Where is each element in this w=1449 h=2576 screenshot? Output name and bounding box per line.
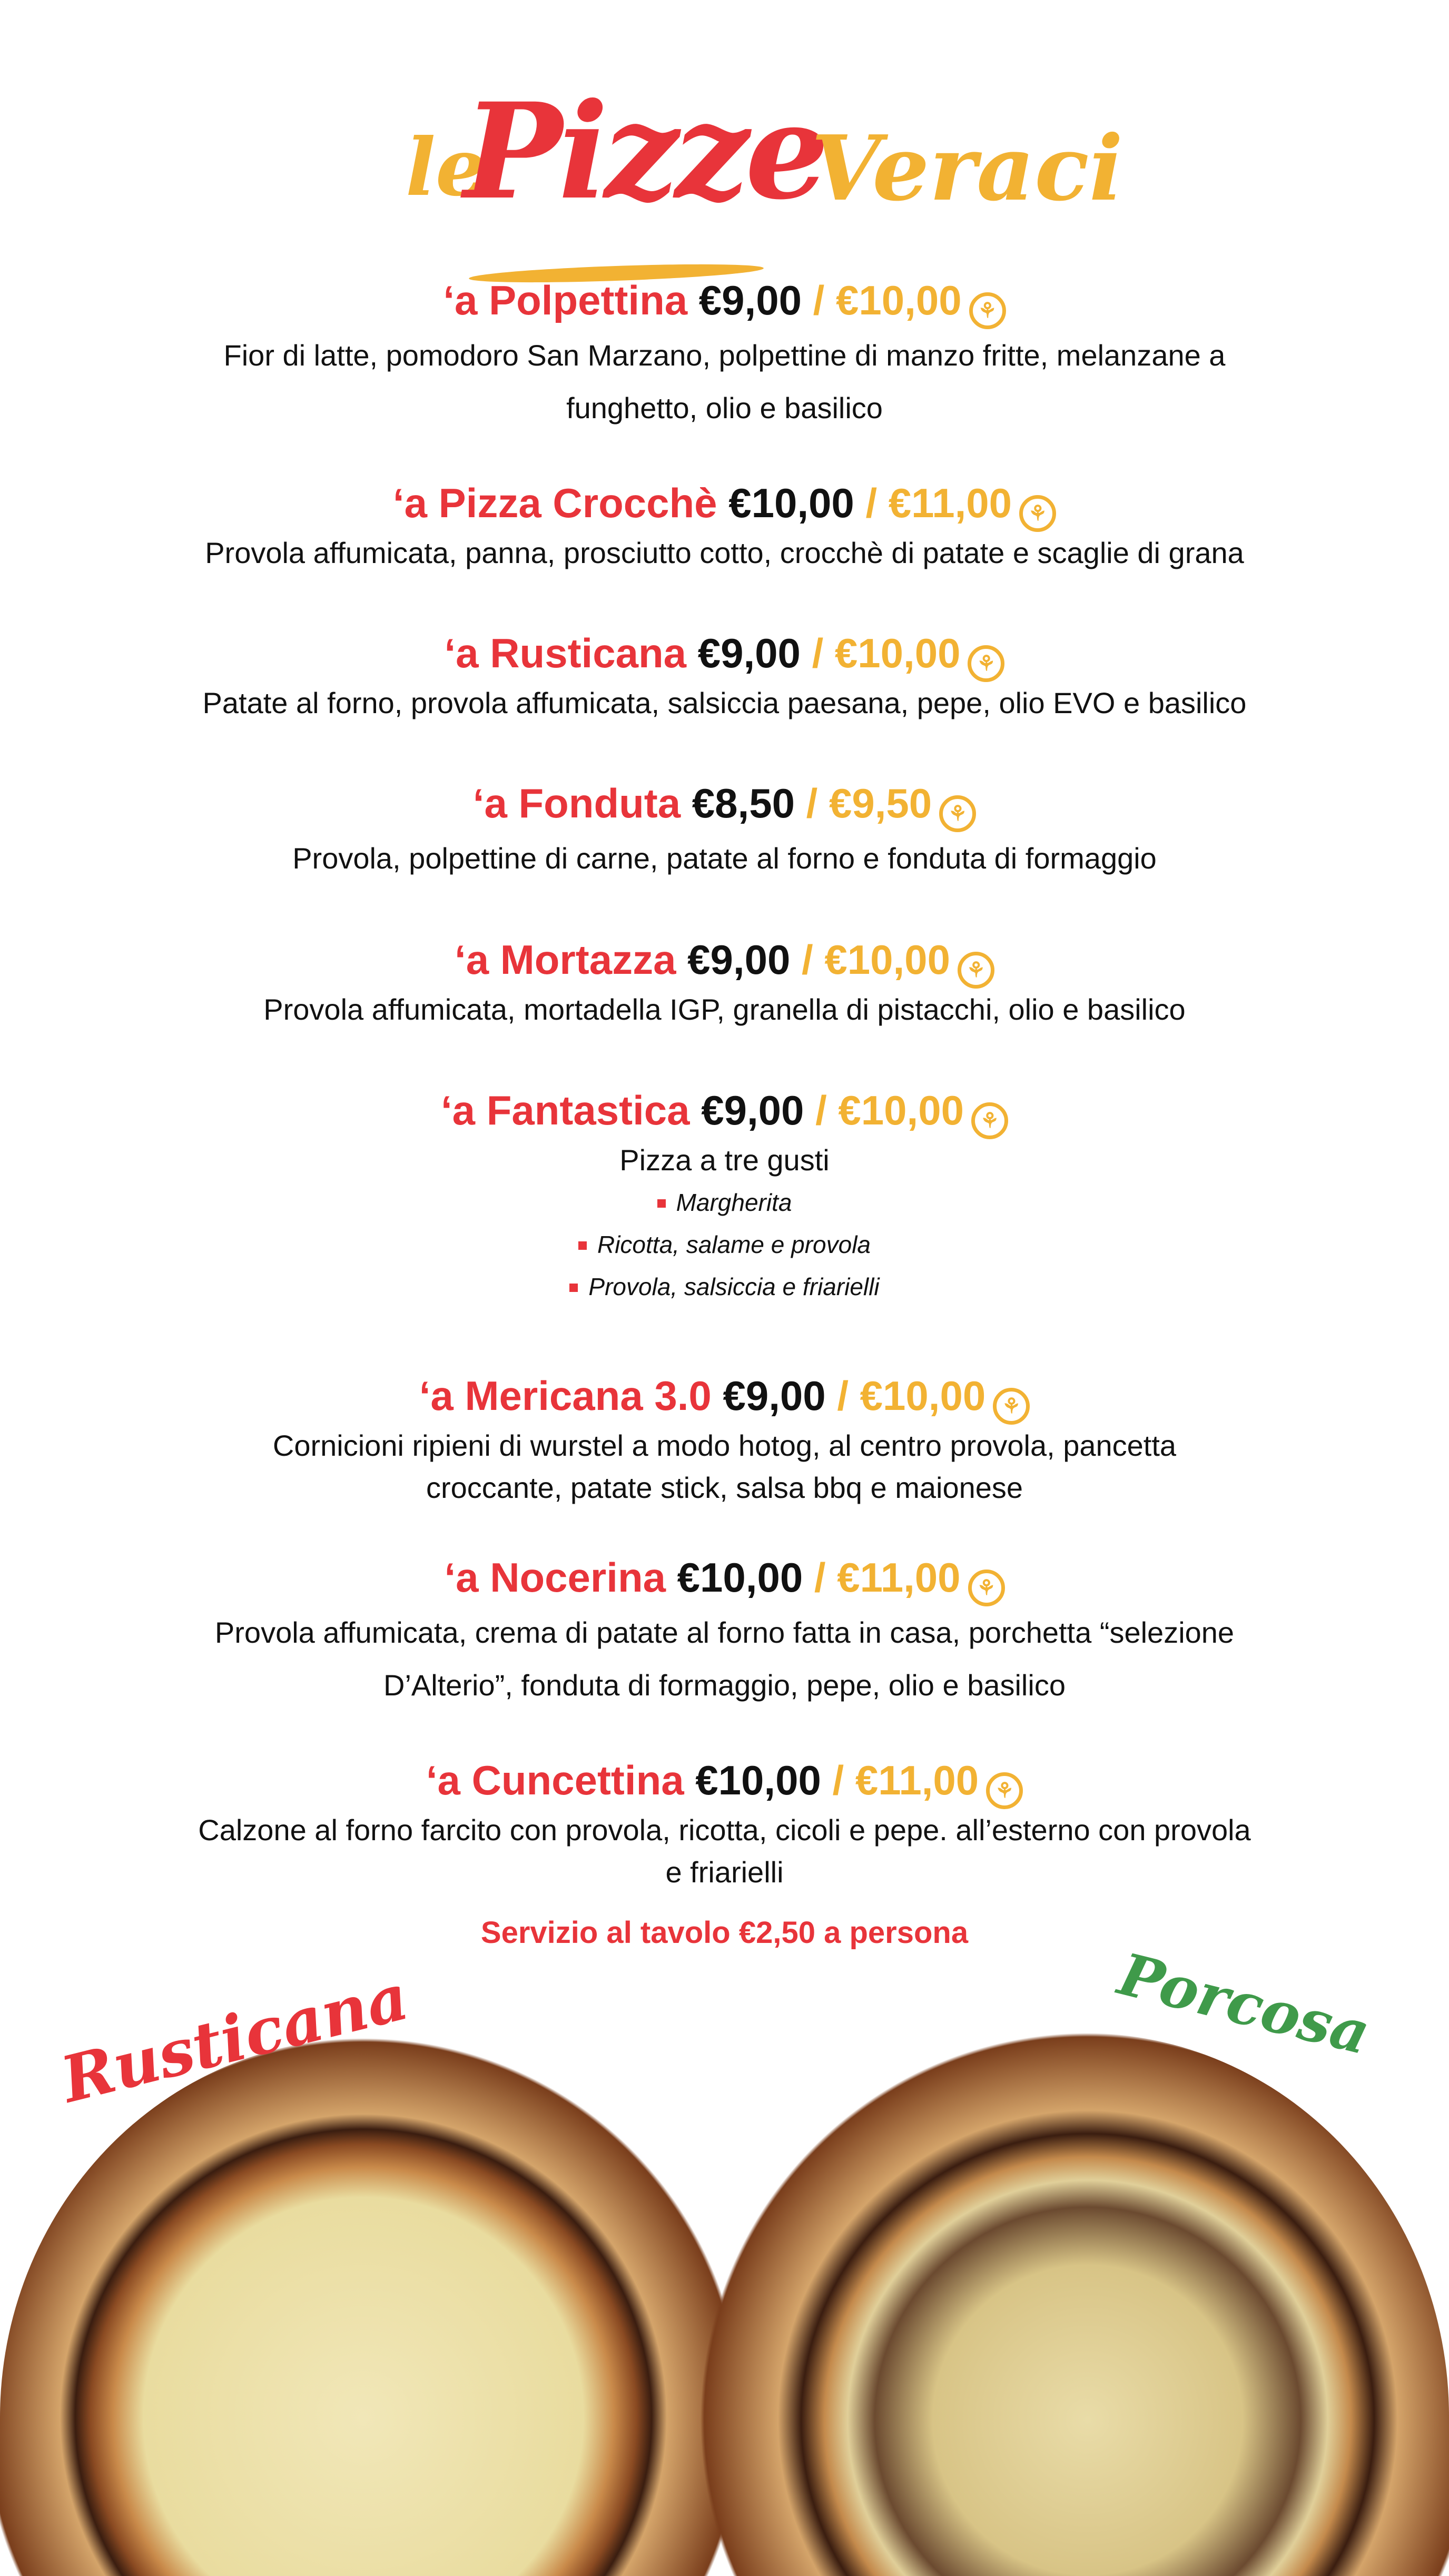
menu-item: ‘a Cuncettina €10,00 / €11,00 ⚘ Calzone al… xyxy=(0,1754,1449,1893)
item-price-gluten-free: €11,00 xyxy=(888,480,1012,526)
item-name: ‘a Fantastica xyxy=(440,1087,690,1133)
menu-item: ‘a Pizza Crocchè €10,00 / €11,00 ⚘ Provola… xyxy=(0,477,1449,574)
price-separator: / xyxy=(814,1554,826,1601)
price-separator: / xyxy=(865,480,878,526)
item-header: ‘a Nocerina €10,00 / €11,00 ⚘ xyxy=(0,1551,1449,1606)
menu-item: ‘a Mericana 3.0 €9,00 / €10,00 ⚘ Cornicion… xyxy=(0,1369,1449,1509)
sub-item-label: Ricotta, salame e provola xyxy=(597,1231,871,1258)
menu-item: ‘a Nocerina €10,00 / €11,00 ⚘ Provola affu… xyxy=(0,1551,1449,1712)
pizza-photo-porcosa xyxy=(701,2033,1449,2576)
item-name: ‘a Cuncettina xyxy=(426,1757,684,1803)
sub-item: Margherita xyxy=(0,1181,1449,1223)
gluten-free-icon: ⚘ xyxy=(993,1388,1030,1425)
item-price: €10,00 xyxy=(728,480,854,526)
item-description: Fior di latte, pomodoro San Marzano, pol… xyxy=(223,339,1226,372)
item-header: ‘a Mericana 3.0 €9,00 / €10,00 ⚘ xyxy=(0,1369,1449,1425)
item-header: ‘a Fantastica €9,00 / €10,00 ⚘ xyxy=(0,1084,1449,1139)
menu-item: ‘a Fantastica €9,00 / €10,00 ⚘ Pizza a tre… xyxy=(0,1084,1449,1308)
sub-item: Provola, salsiccia e friarielli xyxy=(0,1266,1449,1308)
item-price-gluten-free: €10,00 xyxy=(860,1373,986,1419)
item-header: ‘a Rusticana €9,00 / €10,00 ⚘ xyxy=(0,627,1449,682)
item-name: ‘a Nocerina xyxy=(444,1554,666,1601)
item-price-gluten-free: €10,00 xyxy=(834,630,961,676)
price-separator: / xyxy=(837,1373,849,1419)
bullet-icon xyxy=(578,1241,587,1250)
item-price-gluten-free: €11,00 xyxy=(855,1757,979,1803)
item-price: €10,00 xyxy=(695,1757,821,1803)
item-price: €9,00 xyxy=(697,630,801,676)
item-price-gluten-free: €10,00 xyxy=(824,936,950,983)
pizza-photo-rusticana xyxy=(0,2038,743,2576)
menu-item: ‘a Polpettina €9,00 / €10,00 ⚘ Fior di lat… xyxy=(0,274,1449,435)
gluten-free-icon: ⚘ xyxy=(957,952,994,989)
item-price-gluten-free: €11,00 xyxy=(837,1554,961,1601)
price-separator: / xyxy=(806,780,818,826)
item-description: D’Alterio”, fonduta di formaggio, pepe, … xyxy=(383,1669,1066,1702)
item-header: ‘a Fonduta €8,50 / €9,50 ⚘ xyxy=(0,777,1449,832)
service-charge: Servizio al tavolo €2,50 a persona xyxy=(480,1916,969,1950)
item-description: croccante, patate stick, salsa bbq e mai… xyxy=(426,1471,1023,1504)
price-separator: / xyxy=(802,936,813,983)
item-description: Cornicioni ripieni di wurstel a modo hot… xyxy=(272,1429,1177,1462)
item-header: ‘a Pizza Crocchè €10,00 / €11,00 ⚘ xyxy=(0,477,1449,532)
item-description: Patate al forno, provola affumicata, sal… xyxy=(202,686,1247,719)
item-price: €9,00 xyxy=(701,1087,804,1133)
gluten-free-icon: ⚘ xyxy=(971,1102,1008,1139)
item-price-gluten-free: €10,00 xyxy=(838,1087,964,1133)
title-veraci: Veraci xyxy=(811,116,1123,221)
bullet-icon xyxy=(657,1199,666,1208)
title-pizze: Pizze xyxy=(464,74,829,229)
item-name: ‘a Rusticana xyxy=(444,630,687,676)
item-price: €9,00 xyxy=(723,1373,826,1419)
sub-item-label: Provola, salsiccia e friarielli xyxy=(588,1273,880,1300)
item-name: ‘a Mortazza xyxy=(455,936,676,983)
title-le: le xyxy=(406,121,486,214)
gluten-free-icon: ⚘ xyxy=(968,1570,1005,1606)
item-description: Pizza a tre gusti xyxy=(619,1143,830,1177)
menu-item: ‘a Fonduta €8,50 / €9,50 ⚘ Provola, polpet… xyxy=(0,777,1449,885)
gluten-free-icon: ⚘ xyxy=(969,292,1006,329)
item-description: funghetto, olio e basilico xyxy=(566,391,883,425)
menu-title: le Pizze Veraci xyxy=(0,53,1449,286)
item-price: €9,00 xyxy=(698,277,802,323)
item-name: ‘a Polpettina xyxy=(443,277,688,323)
item-description: Provola affumicata, panna, prosciutto co… xyxy=(205,536,1244,569)
gluten-free-icon: ⚘ xyxy=(986,1772,1023,1809)
item-header: ‘a Mortazza €9,00 / €10,00 ⚘ xyxy=(0,933,1449,989)
menu-item: ‘a Rusticana €9,00 / €10,00 ⚘ Patate al fo… xyxy=(0,627,1449,724)
item-header: ‘a Polpettina €9,00 / €10,00 ⚘ xyxy=(0,274,1449,329)
price-separator: / xyxy=(813,277,825,323)
gluten-free-icon: ⚘ xyxy=(968,645,1005,682)
item-price: €8,50 xyxy=(692,780,795,826)
item-name: ‘a Pizza Crocchè xyxy=(392,480,717,526)
item-price: €9,00 xyxy=(687,936,791,983)
item-description: Provola, polpettine di carne, patate al … xyxy=(292,842,1157,875)
item-name: ‘a Mericana 3.0 xyxy=(419,1373,712,1419)
sub-item: Ricotta, salame e provola xyxy=(0,1223,1449,1266)
item-header: ‘a Cuncettina €10,00 / €11,00 ⚘ xyxy=(0,1754,1449,1809)
gluten-free-icon: ⚘ xyxy=(939,795,977,832)
item-price-gluten-free: €10,00 xyxy=(836,277,962,323)
item-description: Provola affumicata, mortadella IGP, gran… xyxy=(263,993,1186,1026)
gluten-free-icon: ⚘ xyxy=(1019,495,1057,532)
item-price-gluten-free: €9,50 xyxy=(829,780,932,826)
item-description: e friarielli xyxy=(665,1855,784,1889)
item-description: Provola affumicata, crema di patate al f… xyxy=(214,1616,1235,1649)
sub-item-label: Margherita xyxy=(676,1189,792,1216)
item-name: ‘a Fonduta xyxy=(472,780,681,826)
item-price: €10,00 xyxy=(677,1554,803,1601)
price-separator: / xyxy=(815,1087,827,1133)
menu-item: ‘a Mortazza €9,00 / €10,00 ⚘ Provola affum… xyxy=(0,933,1449,1031)
price-separator: / xyxy=(832,1757,844,1803)
item-description: Calzone al forno farcito con provola, ri… xyxy=(198,1813,1251,1847)
bullet-icon xyxy=(569,1284,578,1292)
price-separator: / xyxy=(812,630,824,676)
